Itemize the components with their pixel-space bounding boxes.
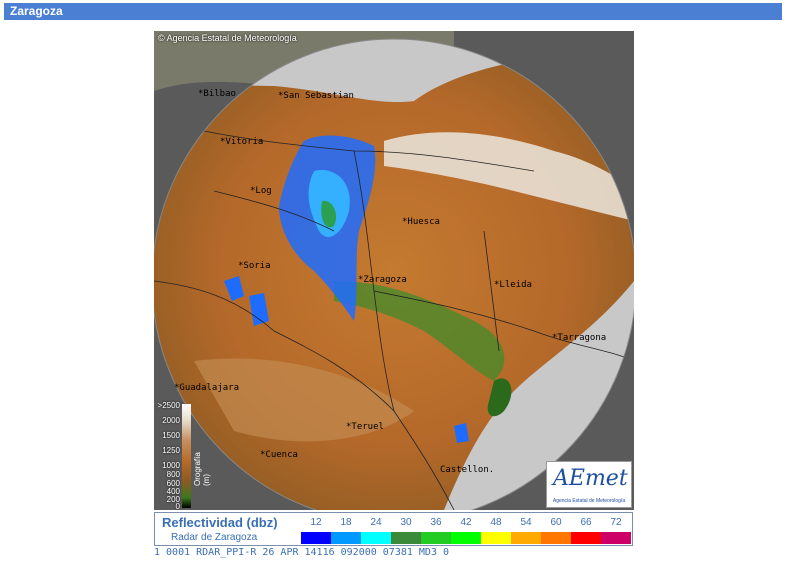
legend-color-swatch [511, 532, 541, 544]
city-label-guadalajara: *Guadalajara [174, 383, 240, 393]
legend-color-swatch [421, 532, 451, 544]
orography-label: 800 [166, 470, 180, 479]
legend-value: 24 [370, 517, 382, 528]
legend-value: 30 [400, 517, 412, 528]
aemet-logo-subtitle: Agencia Estatal de Meteorología [552, 498, 626, 504]
orography-label: 2000 [162, 416, 180, 425]
city-label-lleida: *Lleida [494, 280, 532, 290]
city-label-teruel: *Teruel [346, 422, 384, 432]
orography-label: 1000 [162, 461, 180, 470]
legend-color-swatch [481, 532, 511, 544]
legend-value: 48 [490, 517, 502, 528]
radar-image [154, 31, 634, 510]
legend-color-swatch [331, 532, 361, 544]
city-label-vitoria: *Vitoria [220, 137, 264, 147]
legend-color-swatch [451, 532, 481, 544]
city-label-huesca: *Huesca [402, 217, 440, 227]
aemet-logo: AEmet Agencia Estatal de Meteorología [546, 461, 632, 508]
legend-color-swatch [571, 532, 601, 544]
legend-value: 60 [550, 517, 562, 528]
city-label-tarragona: *Tarragona [552, 333, 607, 343]
orography-title: Orografía (m) [193, 452, 211, 486]
reflectivity-legend: Reflectividad (dbz) Radar de Zaragoza 12… [154, 512, 633, 546]
legend-value: 12 [310, 517, 322, 528]
orography-label: 600 [166, 479, 180, 488]
legend-color-swatch [541, 532, 571, 544]
legend-value: 54 [520, 517, 532, 528]
radar-map: © Agencia Estatal de Meteorología *Bilba… [154, 31, 634, 510]
city-label-bilbao: *Bilbao [198, 89, 236, 99]
city-label-zaragoza: *Zaragoza [358, 275, 407, 285]
legend-value: 72 [610, 517, 622, 528]
legend-color-swatch [601, 532, 631, 544]
legend-color-swatch [301, 532, 331, 544]
legend-value: 18 [340, 517, 352, 528]
legend-color-swatch [391, 532, 421, 544]
orography-label: 1500 [162, 431, 180, 440]
legend-title: Reflectividad (dbz) [162, 515, 278, 530]
city-label-san-sebastian: *San Sebastian [278, 91, 354, 101]
city-label-logrono: *Log [250, 186, 272, 196]
orography-label: 400 [166, 487, 180, 496]
city-label-castellon: Castellon. [440, 465, 495, 475]
orography-label: 1250 [162, 446, 180, 455]
orography-label: >2500 [157, 401, 180, 410]
orography-label: 0 [175, 502, 180, 510]
page-title: Zaragoza [4, 3, 782, 20]
city-label-soria: *Soria [238, 261, 271, 271]
legend-value: 42 [460, 517, 472, 528]
aemet-logo-text: AEmet [553, 466, 628, 491]
legend-color-swatch [361, 532, 391, 544]
copyright-notice: © Agencia Estatal de Meteorología [158, 33, 297, 43]
legend-value: 66 [580, 517, 592, 528]
orography-label: 200 [166, 495, 180, 504]
status-ticker: 1 0001 RDAR_PPI-R 26 APR 14116 092000 07… [154, 546, 633, 560]
legend-subtitle: Radar de Zaragoza [171, 532, 258, 543]
orography-color-bar [182, 404, 191, 508]
legend-value: 36 [430, 517, 442, 528]
city-label-cuenca: *Cuenca [260, 450, 298, 460]
orography-scale: >2500 2000 1500 1250 1000 800 600 400 20… [154, 401, 211, 510]
